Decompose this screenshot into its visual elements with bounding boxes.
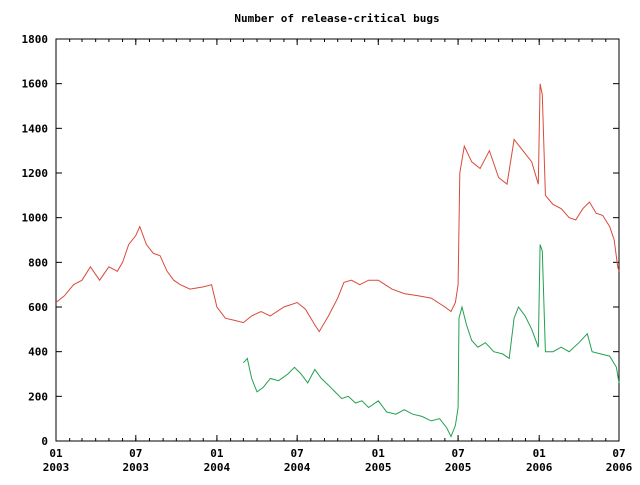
x-tick-label-month: 07 xyxy=(129,447,142,460)
x-tick-label-year: 2006 xyxy=(606,461,633,474)
x-tick-label-month: 01 xyxy=(210,447,224,460)
y-tick-label: 200 xyxy=(28,390,48,403)
series-line-1 xyxy=(55,83,620,333)
x-tick-label-month: 07 xyxy=(451,447,464,460)
x-tick-label-month: 07 xyxy=(612,447,625,460)
x-axis: 0120030720030120040720040120050720050120… xyxy=(43,39,633,474)
y-tick-label: 400 xyxy=(28,346,48,359)
y-tick-label: 1200 xyxy=(22,167,49,180)
x-tick-label-year: 2003 xyxy=(43,461,70,474)
y-tick-label: 1600 xyxy=(22,78,49,91)
plot-frame xyxy=(55,38,620,442)
x-tick-label-month: 01 xyxy=(533,447,547,460)
y-tick-label: 1800 xyxy=(22,33,49,46)
x-tick-label-month: 01 xyxy=(372,447,386,460)
y-tick-label: 0 xyxy=(41,435,48,448)
x-tick-label-year: 2003 xyxy=(123,461,150,474)
y-axis: 0 200 400 600 800 1000 1200 1400 1600 1800 xyxy=(22,33,619,448)
x-tick-label-year: 2005 xyxy=(365,461,392,474)
y-tick-label: 1400 xyxy=(22,122,49,135)
y-tick-label: 600 xyxy=(28,301,48,314)
y-tick-label: 1000 xyxy=(22,212,49,225)
x-tick-label-year: 2005 xyxy=(445,461,472,474)
x-tick-label-month: 07 xyxy=(291,447,304,460)
x-tick-label-month: 01 xyxy=(49,447,63,460)
series-line-2 xyxy=(243,244,620,438)
x-tick-label-year: 2004 xyxy=(284,461,311,474)
chart-title: Number of release-critical bugs xyxy=(234,12,439,25)
series-layer xyxy=(55,83,620,438)
x-tick-label-year: 2006 xyxy=(526,461,553,474)
x-tick-label-year: 2004 xyxy=(204,461,231,474)
y-tick-label: 800 xyxy=(28,256,48,269)
